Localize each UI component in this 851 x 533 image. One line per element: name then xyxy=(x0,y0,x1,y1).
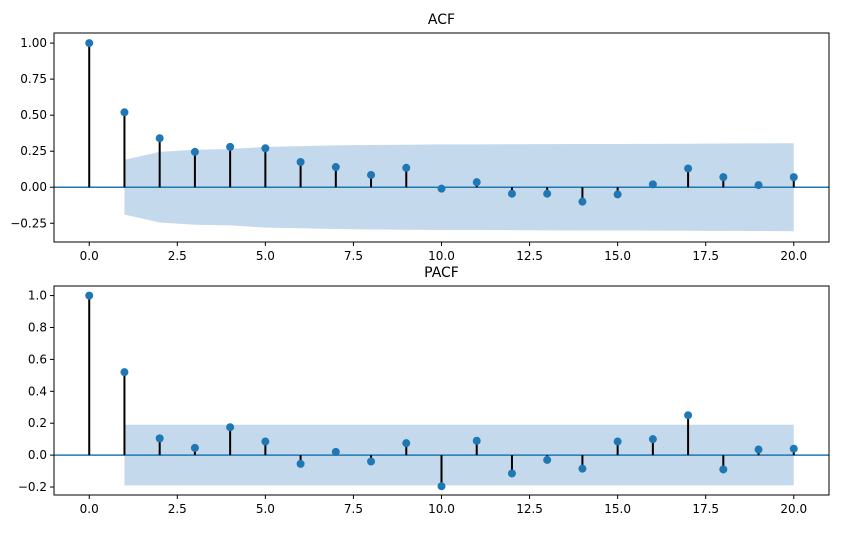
pacf-point xyxy=(296,459,305,468)
acf-point xyxy=(719,173,728,182)
acf-y-tick-label: 0.50 xyxy=(20,108,47,122)
pacf-point xyxy=(226,423,235,432)
pacf-point xyxy=(684,411,693,420)
acf-point xyxy=(437,184,446,193)
pacf-y-tick-label: 0.6 xyxy=(28,352,47,366)
pacf-x-tick-label: 15.0 xyxy=(604,502,631,516)
pacf-point xyxy=(155,434,164,443)
pacf-x-tick-label: 0.0 xyxy=(80,502,99,516)
acf-point xyxy=(120,108,129,117)
acf-point xyxy=(543,189,552,198)
pacf-x-tick-label: 2.5 xyxy=(168,502,187,516)
pacf-point xyxy=(85,291,94,300)
pacf-point xyxy=(402,439,411,448)
pacf-y-tick-label: 0.8 xyxy=(28,320,47,334)
pacf-point xyxy=(719,465,728,474)
acf-x-tick-label: 17.5 xyxy=(692,249,719,263)
acf-x-tick-label: 7.5 xyxy=(344,249,363,263)
acf-point xyxy=(648,180,657,189)
acf-point xyxy=(190,147,199,156)
pacf-panel: 0.0 2.5 5.0 7.5 10.0 12.5 15.0 17.5 20.0 1.0 0.8 0.… xyxy=(18,265,830,516)
pacf-point xyxy=(367,457,376,466)
acf-point xyxy=(613,190,622,199)
acf-x-tick-label: 5.0 xyxy=(256,249,275,263)
pacf-x-tick-label: 12.5 xyxy=(516,502,543,516)
pacf-y-tick-label: 1.0 xyxy=(28,289,47,303)
acf-y-tick-label: 1.00 xyxy=(20,36,47,50)
pacf-point xyxy=(543,455,552,464)
acf-y-tick-label: 0.75 xyxy=(20,72,47,86)
pacf-point xyxy=(190,443,199,452)
acf-title: ACF xyxy=(428,12,455,28)
acf-point xyxy=(789,173,798,182)
pacf-y-tick-label: −0.2 xyxy=(18,480,47,494)
pacf-title: PACF xyxy=(424,265,459,281)
acf-x-tick-label: 2.5 xyxy=(168,249,187,263)
acf-point xyxy=(402,163,411,172)
pacf-point xyxy=(613,437,622,446)
acf-point xyxy=(472,178,481,187)
pacf-y-tick-label: 0.4 xyxy=(28,384,47,398)
acf-x-tick-label: 10.0 xyxy=(428,249,455,263)
pacf-y-tick-label: 0.0 xyxy=(28,448,47,462)
acf-x-tick-label: 15.0 xyxy=(604,249,631,263)
acf-point xyxy=(85,39,94,48)
acf-x-tick-label: 0.0 xyxy=(80,249,99,263)
acf-point xyxy=(226,142,235,151)
pacf-x-tick-label: 17.5 xyxy=(692,502,719,516)
pacf-point xyxy=(648,435,657,444)
pacf-point xyxy=(507,469,516,478)
acf-point xyxy=(331,163,340,172)
pacf-point xyxy=(578,464,587,473)
acf-point xyxy=(367,170,376,179)
pacf-x-tick-label: 20.0 xyxy=(780,502,807,516)
acf-point xyxy=(684,164,693,173)
pacf-point xyxy=(437,482,446,491)
pacf-point xyxy=(472,436,481,445)
pacf-point xyxy=(261,437,270,446)
acf-point xyxy=(507,189,516,198)
acf-y-tick-label: −0.25 xyxy=(10,216,47,230)
pacf-x-tick-label: 10.0 xyxy=(428,502,455,516)
acf-panel: 0.0 2.5 5.0 7.5 10.0 12.5 15.0 17.5 20.0 1.00 0.75… xyxy=(10,12,830,263)
acf-x-tick-label: 20.0 xyxy=(780,249,807,263)
pacf-point xyxy=(789,444,798,453)
pacf-point xyxy=(331,447,340,456)
pacf-point xyxy=(754,445,763,454)
acf-x-tick-label: 12.5 xyxy=(516,249,543,263)
acf-point xyxy=(754,181,763,190)
acf-point xyxy=(578,197,587,206)
acf-y-tick-label: 0.00 xyxy=(20,180,47,194)
pacf-x-tick-label: 5.0 xyxy=(256,502,275,516)
acf-point xyxy=(261,144,270,153)
pacf-point xyxy=(120,368,129,377)
acf-point xyxy=(155,134,164,143)
pacf-x-tick-label: 7.5 xyxy=(344,502,363,516)
pacf-y-tick-label: 0.2 xyxy=(28,416,47,430)
acf-y-tick-label: 0.25 xyxy=(20,144,47,158)
acf-point xyxy=(296,158,305,167)
